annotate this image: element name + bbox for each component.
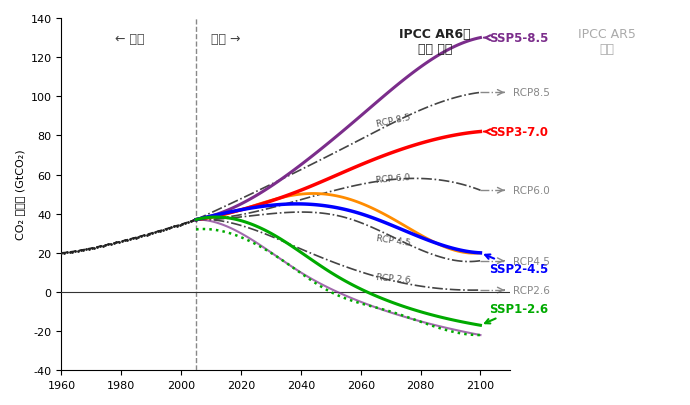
Text: RCP8.5: RCP8.5 <box>513 88 550 98</box>
Text: ← 과거: ← 과거 <box>115 33 145 46</box>
Text: RCP6.0: RCP6.0 <box>513 186 550 196</box>
Text: RCP2.6: RCP2.6 <box>513 286 550 295</box>
Text: SSP1-2.6: SSP1-2.6 <box>485 302 549 324</box>
Text: SSP5-8.5: SSP5-8.5 <box>484 32 549 45</box>
Text: 미래 →: 미래 → <box>211 33 241 46</box>
Text: RCP 4.5: RCP 4.5 <box>375 234 411 247</box>
Text: RCP4.5: RCP4.5 <box>513 256 550 266</box>
Text: IPCC AR5
경로: IPCC AR5 경로 <box>578 28 636 56</box>
Text: RCP 2.6: RCP 2.6 <box>375 273 411 284</box>
Text: IPCC AR6의
표준 경로: IPCC AR6의 표준 경로 <box>399 28 471 56</box>
Text: RCP 6.0: RCP 6.0 <box>375 173 411 185</box>
Text: RCP 8.5: RCP 8.5 <box>375 112 411 128</box>
Text: SSP2-4.5: SSP2-4.5 <box>485 255 549 276</box>
Y-axis label: CO₂ 배출량 (GtCO₂): CO₂ 배출량 (GtCO₂) <box>15 149 25 240</box>
Text: SSP3-7.0: SSP3-7.0 <box>484 126 549 139</box>
